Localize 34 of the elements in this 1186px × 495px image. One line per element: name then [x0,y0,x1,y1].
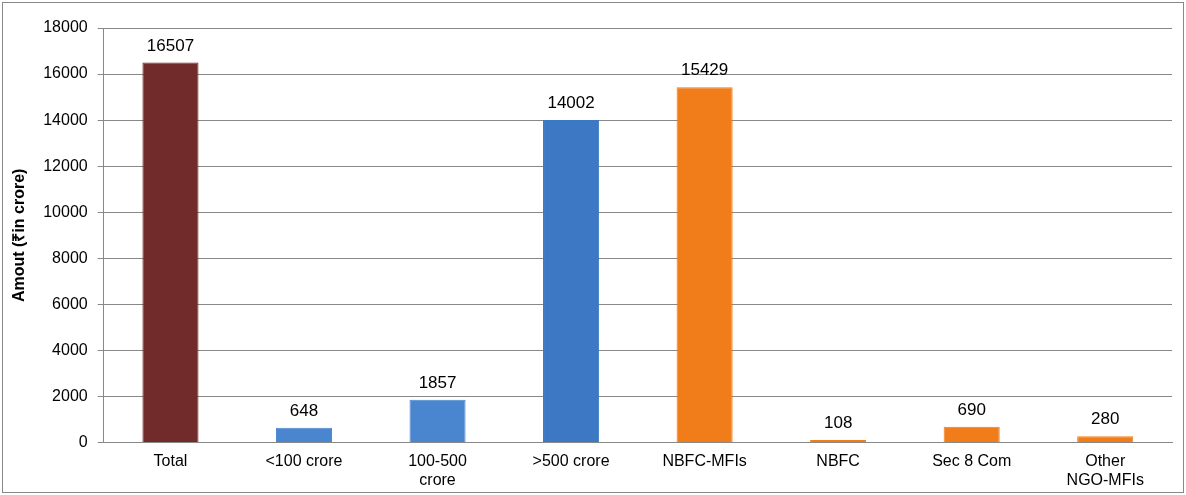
y-tick-label: 0 [78,433,88,451]
bar [676,87,733,443]
y-tick-label: 14000 [43,110,88,128]
data-label: 280 [1091,409,1120,429]
data-label: 1857 [418,373,457,393]
data-label: 108 [823,413,853,433]
bar [142,62,199,443]
x-tick-label: Sec 8 Com [932,451,1012,469]
x-tick-label: NBFC-MFIs [662,451,747,469]
x-tick-label: 100-500 crore [408,451,467,488]
x-tick-label: >500 crore [532,451,610,469]
data-label: 648 [289,400,319,420]
data-label: 16507 [146,35,195,55]
x-tick-label: NBFC [816,451,860,469]
bar [543,120,600,443]
y-tick-label: 16000 [43,64,88,82]
y-axis-title: Amout (₹in crore) [10,168,28,303]
y-tick-label: 12000 [43,156,88,174]
x-tick-label: Total [153,451,188,469]
y-tick-label: 2000 [52,386,88,404]
y-tick-label: 6000 [52,294,88,312]
x-tick-label: Other NGO-MFIs [1066,451,1144,488]
y-tick-label: 4000 [52,340,88,358]
x-tick-label: <100 crore [265,451,343,469]
bar [943,426,1000,443]
bar [1077,436,1134,443]
bar [275,427,333,443]
y-tick-label: 10000 [43,202,88,220]
data-label: 14002 [547,93,595,113]
bar [409,399,466,443]
y-tick-label: 8000 [52,248,88,266]
data-label: 690 [957,399,986,419]
data-label: 15429 [680,60,729,80]
y-tick-label: 18000 [43,18,88,36]
